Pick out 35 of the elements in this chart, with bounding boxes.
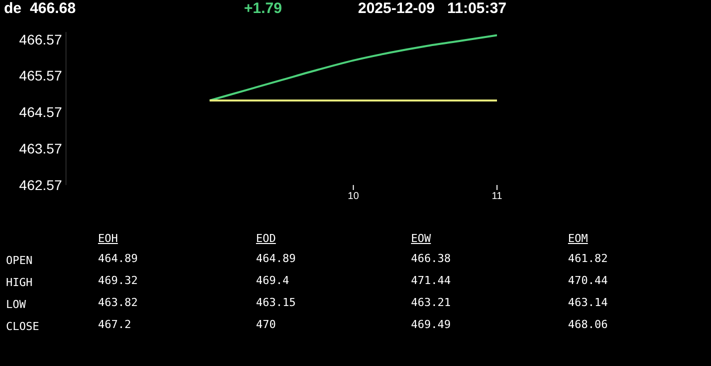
chart-subtitle: +1.79 [244, 0, 282, 17]
text: CLOSE [6, 320, 40, 333]
data-label: 469.4 [256, 274, 290, 287]
data-label: 471.44 [411, 274, 451, 287]
data-label: 463.82 [98, 296, 138, 309]
data-label: 470 [256, 318, 276, 331]
y-tick-label: 463.57 [19, 140, 62, 157]
category-label: EOM [568, 232, 588, 245]
data-label: 468.06 [568, 318, 608, 331]
data-label: 461.82 [568, 252, 608, 265]
chart-title: de 466.68 [4, 0, 76, 17]
data-label: 466.38 [411, 252, 451, 265]
category-label: EOW [411, 232, 431, 245]
data-label: 463.21 [411, 296, 451, 309]
x-tick-label: 10 [348, 191, 360, 202]
category-label: EOD [256, 232, 276, 245]
data-label: 464.89 [256, 252, 296, 265]
data-label: 463.14 [568, 296, 608, 309]
data-label: 464.89 [98, 252, 138, 265]
data-label: 467.2 [98, 318, 132, 331]
category-label: EOH [98, 232, 118, 245]
text: LOW [6, 298, 26, 311]
text: OPEN [6, 254, 32, 267]
data-label: 469.49 [411, 318, 451, 331]
y-tick-label: 465.57 [19, 68, 62, 84]
data-label: 470.44 [568, 274, 608, 287]
line-series [208, 34, 497, 102]
text: 2025-12-09 11:05:37 [358, 0, 506, 17]
x-tick-label: 11 [492, 191, 503, 202]
data-label: 463.15 [256, 296, 296, 309]
y-tick-label: 462.57 [19, 176, 62, 193]
y-tick-label: 466.57 [19, 31, 62, 48]
y-tick-label: 464.57 [19, 104, 62, 120]
data-label: 469.32 [98, 274, 138, 287]
text: HIGH [6, 276, 32, 289]
